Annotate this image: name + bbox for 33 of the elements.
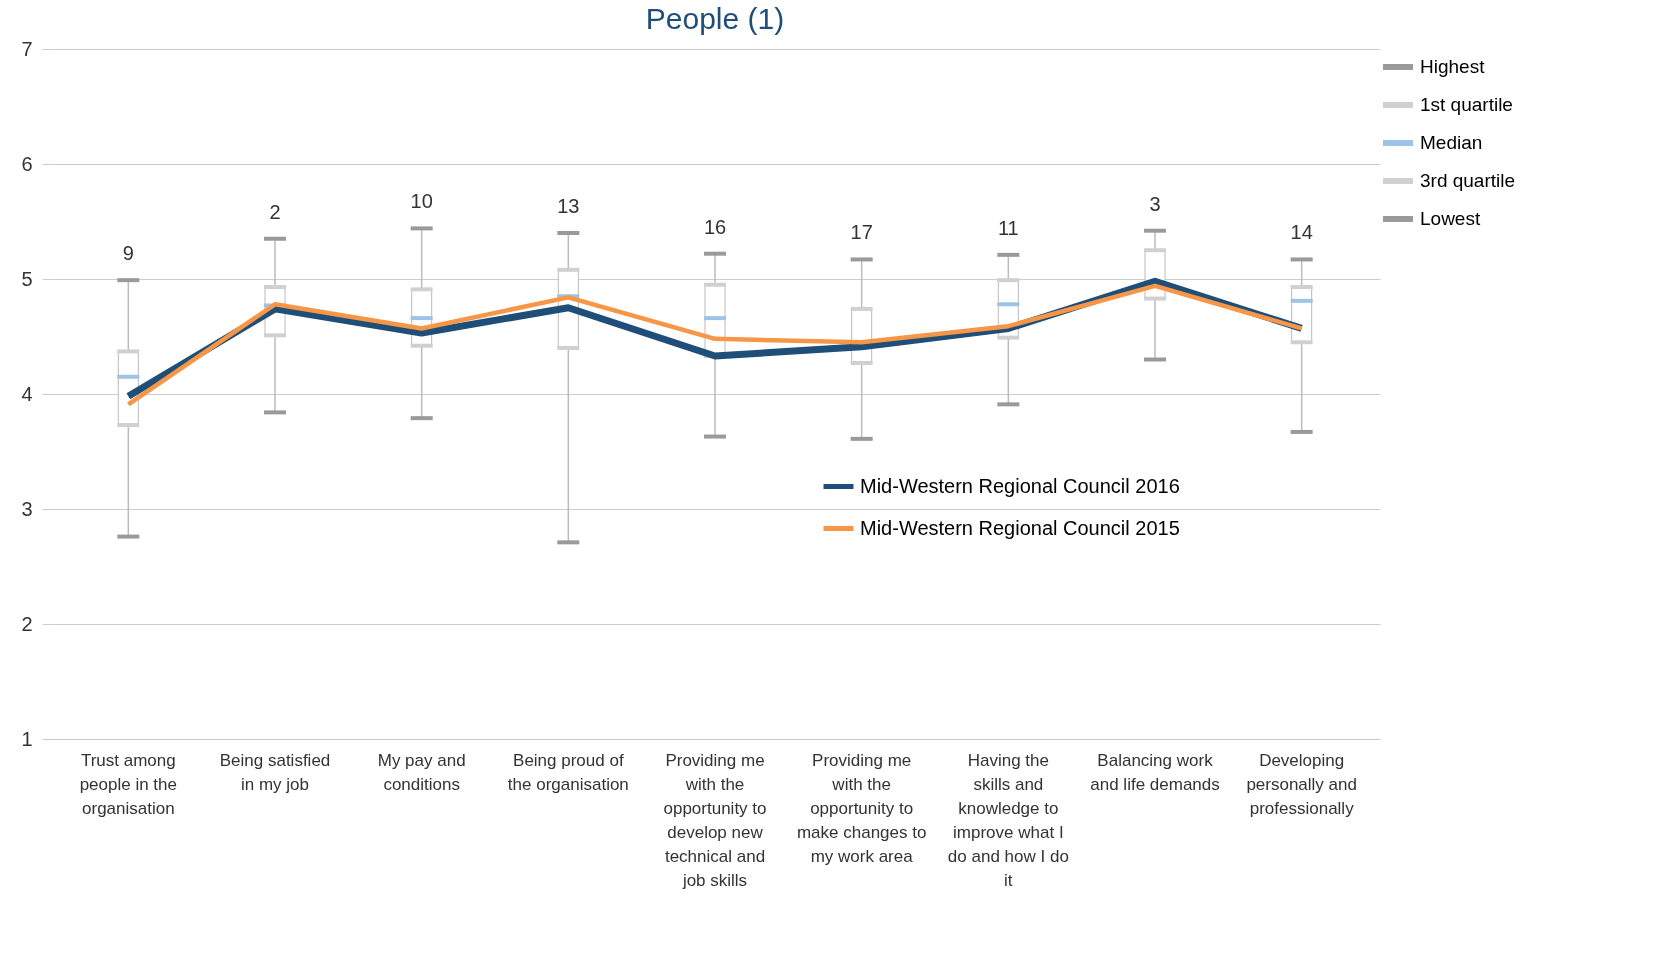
x-tick-label: Balancing work and life demands bbox=[1090, 751, 1220, 794]
annotation: 10 bbox=[410, 190, 433, 213]
y-tick-label: 3 bbox=[21, 497, 33, 520]
annotation: 16 bbox=[703, 215, 727, 238]
annotation: 14 bbox=[1290, 221, 1313, 244]
annotation: 2 bbox=[269, 200, 281, 223]
text: Highest bbox=[1420, 56, 1486, 77]
y-tick-label: 4 bbox=[21, 382, 33, 405]
text: Median bbox=[1420, 132, 1483, 153]
annotation: 9 bbox=[122, 242, 134, 265]
x-tick-label: Providing me with the opportunity to develop new technical and job skills bbox=[663, 751, 767, 890]
legend-label: Mid-Western Regional Council 2016 bbox=[860, 474, 1180, 497]
annotation: 13 bbox=[557, 195, 580, 217]
x-tick-label: Being proud of the organisation bbox=[507, 751, 629, 794]
annotation: 3 bbox=[1149, 192, 1161, 215]
text: Lowest bbox=[1420, 208, 1481, 229]
text: 1st quartile bbox=[1420, 94, 1513, 115]
y-tick-label: 6 bbox=[21, 152, 33, 175]
x-tick-label: Providing me with the opportunity to make changes to my work area bbox=[796, 751, 927, 866]
chart-title: People (1) bbox=[645, 2, 785, 35]
x-tick-label: My pay and conditions bbox=[377, 751, 466, 794]
legend-label: Mid-Western Regional Council 2015 bbox=[860, 516, 1180, 539]
annotation: 11 bbox=[997, 216, 1019, 239]
y-tick-label: 5 bbox=[21, 267, 33, 290]
x-tick-label: Having the skills and knowledge to improve what I do and how I do it bbox=[947, 751, 1069, 890]
y-tick-label: 2 bbox=[21, 612, 33, 635]
x-tick-label: Developing personally and professionally bbox=[1246, 751, 1357, 818]
y-tick-label: 7 bbox=[21, 37, 33, 60]
x-tick-label: Being satisfied in my job bbox=[219, 751, 331, 794]
text: 3rd quartile bbox=[1420, 170, 1516, 191]
annotation: 17 bbox=[850, 221, 873, 244]
x-tick-label: Trust among people in the organisation bbox=[79, 751, 178, 818]
y-tick-label: 1 bbox=[21, 727, 33, 750]
